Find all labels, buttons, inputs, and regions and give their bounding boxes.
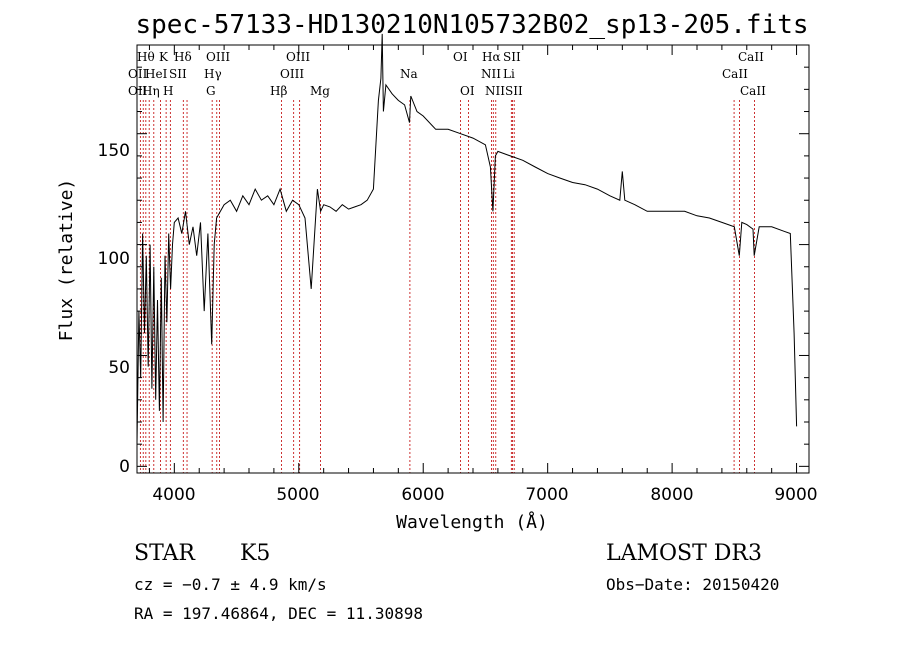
line-label-h: H xyxy=(163,84,173,98)
line-label-na: Na xyxy=(400,67,418,81)
axis-ticks xyxy=(137,45,809,473)
y-tick-label-150: 150 xyxy=(98,141,130,161)
x-tick-label-6000: 6000 xyxy=(401,485,444,505)
line-label-hbeta: Hβ xyxy=(270,84,287,98)
line-label-halpha: Hα xyxy=(482,50,501,64)
line-label-g: G xyxy=(206,84,216,98)
line-label-oii-a: OII xyxy=(128,67,148,81)
line-label-hdelta: Hδ xyxy=(174,50,192,64)
redshift-cz: cz = −0.7 ± 4.9 km/s xyxy=(134,575,327,594)
x-tick-label-9000: 9000 xyxy=(774,485,817,505)
x-tick-label-8000: 8000 xyxy=(650,485,693,505)
line-label-hgamma: Hγ xyxy=(204,67,222,81)
line-label-oii-b: OII xyxy=(128,84,148,98)
observation-date: Obs−Date: 20150420 xyxy=(606,575,779,594)
line-label-heta: Hη xyxy=(142,84,160,98)
line-label-oiii-b: OIII xyxy=(286,50,310,64)
spectrum-series-line xyxy=(136,33,798,445)
line-label-oi-a: OI xyxy=(453,50,468,64)
line-label-nii-b: NII xyxy=(485,84,505,98)
y-axis-label: Flux (relative) xyxy=(56,179,77,342)
line-label-caii-a: CaII xyxy=(738,50,764,64)
line-label-caii-c: CaII xyxy=(740,84,766,98)
line-label-oi-b: OI xyxy=(460,84,475,98)
line-label-oiii-c: OIII xyxy=(280,67,304,81)
y-tick-label-100: 100 xyxy=(98,249,130,269)
spectral-line-markers xyxy=(139,100,755,473)
plot-frame xyxy=(136,44,810,474)
x-axis-label: Wavelength (Å) xyxy=(396,511,548,533)
x-tick-label-5000: 5000 xyxy=(276,485,319,505)
line-label-htheta: Hθ xyxy=(137,50,155,64)
line-label-caii-b: CaII xyxy=(722,67,748,81)
line-label-hei: HeI xyxy=(145,67,168,81)
x-tick-label-7000: 7000 xyxy=(525,485,568,505)
survey-name: LAMOST DR3 xyxy=(606,541,762,566)
line-label-sii-c: SII xyxy=(505,84,523,98)
y-tick-label-0: 0 xyxy=(119,457,130,477)
ra-dec: RA = 197.46864, DEC = 11.30898 xyxy=(134,604,423,623)
line-label-sii-a: SII xyxy=(503,50,521,64)
line-label-mg: Mg xyxy=(310,84,330,98)
line-label-k: K xyxy=(159,50,169,64)
y-tick-label-50: 50 xyxy=(108,358,130,378)
x-tick-label-4000: 4000 xyxy=(152,485,195,505)
line-label-sii-b: SII xyxy=(169,67,187,81)
object-type: STAR xyxy=(134,541,196,566)
chart-title: spec-57133-HD130210N105732B02_sp13-205.f… xyxy=(135,10,808,40)
object-subclass: K5 xyxy=(240,541,270,566)
line-label-oiii-a: OIII xyxy=(206,50,230,64)
line-label-nii-a: NII xyxy=(481,67,501,81)
line-label-li: Li xyxy=(503,67,515,81)
